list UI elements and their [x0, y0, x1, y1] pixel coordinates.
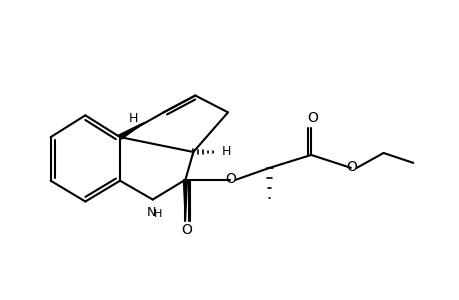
Text: H: H — [222, 146, 231, 158]
Polygon shape — [118, 122, 145, 139]
Text: H: H — [128, 112, 138, 125]
Text: O: O — [306, 111, 317, 125]
Text: O: O — [346, 160, 357, 174]
Text: O: O — [180, 223, 191, 237]
Text: N: N — [147, 206, 156, 220]
Text: H: H — [153, 209, 162, 219]
Polygon shape — [183, 180, 187, 221]
Text: O: O — [225, 172, 236, 186]
